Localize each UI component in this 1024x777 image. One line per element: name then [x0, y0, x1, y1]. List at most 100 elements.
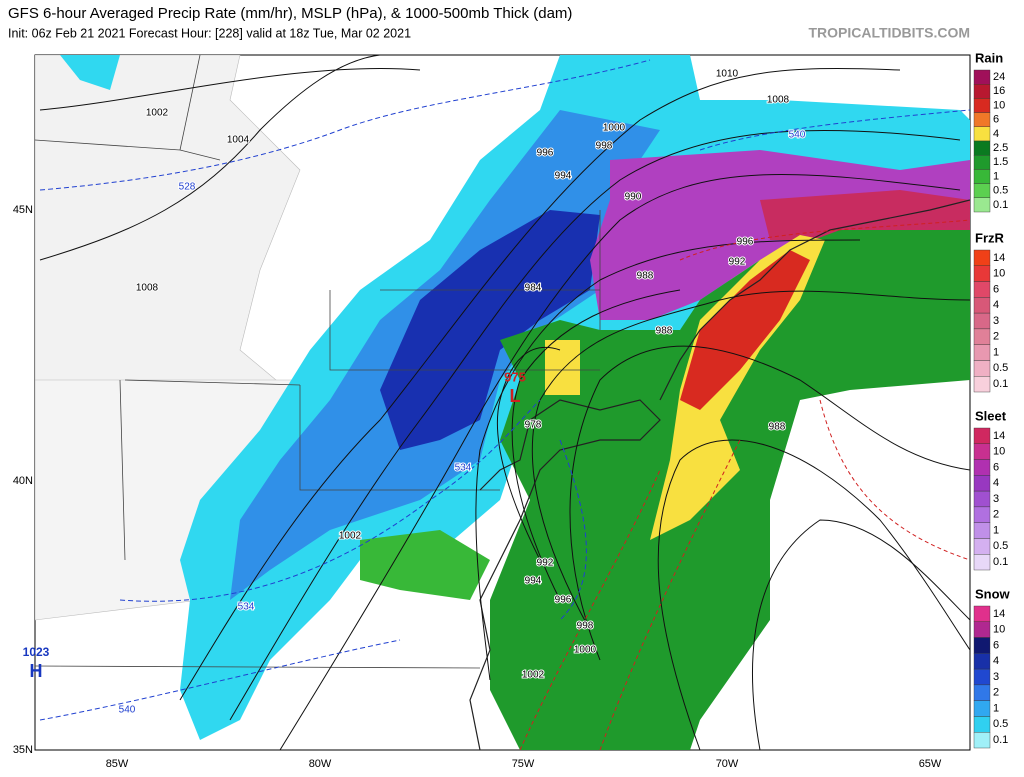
thickness-label: 534 — [455, 463, 472, 474]
legend-label: 6 — [993, 283, 999, 295]
high-pressure-value: 1023 — [23, 645, 50, 659]
isobar-label: 1000 — [603, 123, 626, 134]
isobar-label: 988 — [656, 326, 673, 337]
legend-label: 4 — [993, 299, 999, 311]
legend-label: 0.1 — [993, 199, 1008, 211]
precip-rain — [360, 530, 490, 600]
legend-swatch — [973, 183, 991, 199]
legend-swatch — [973, 637, 991, 654]
legend-swatch — [973, 98, 991, 113]
legend-label: 4 — [993, 655, 999, 667]
isobar-label: 998 — [596, 141, 613, 152]
legend-swatch — [973, 621, 991, 638]
legend-label: 1.5 — [993, 156, 1008, 168]
lon-label: 65W — [919, 758, 942, 770]
freezing-lines — [519, 219, 970, 750]
legend-label: 14 — [993, 608, 1005, 620]
legend-label: 1 — [993, 346, 999, 358]
low-pressure-value: 975 — [504, 369, 526, 384]
legend-label: 3 — [993, 671, 999, 683]
legend-swatch — [973, 69, 991, 85]
legend-swatch — [973, 197, 991, 213]
legend-label: 16 — [993, 85, 1005, 97]
legend-title: Snow — [975, 586, 1011, 601]
legend-swatch — [973, 427, 991, 444]
legend-label: 0.5 — [993, 362, 1008, 374]
legend-label: 1 — [993, 702, 999, 714]
isobar-label: 990 — [625, 192, 642, 203]
map-layers — [35, 55, 970, 750]
legend-swatch — [973, 700, 991, 717]
legend-swatch — [973, 506, 991, 523]
legend-label: 2.5 — [993, 142, 1008, 154]
lon-label: 80W — [309, 758, 332, 770]
thickness-label: 528 — [179, 182, 196, 193]
isobar-label: 992 — [537, 558, 554, 569]
legend-swatch — [973, 112, 991, 127]
thickness-lines — [39, 59, 970, 721]
isobar-label: 1002 — [522, 670, 545, 681]
isobar-label: 988 — [769, 422, 786, 433]
legend-title: Rain — [975, 50, 1003, 65]
legend-label: 0.5 — [993, 185, 1008, 197]
legend-title: FrzR — [975, 230, 1005, 245]
isobar-label: 1002 — [146, 108, 169, 119]
low-symbol: L — [510, 386, 521, 406]
legend-label: 10 — [993, 99, 1005, 111]
subtitle: Init: 06z Feb 21 2021 Forecast Hour: [22… — [8, 26, 411, 40]
legend-swatch — [973, 360, 991, 377]
legend-swatch — [973, 297, 991, 314]
legend-label: 14 — [993, 252, 1005, 264]
legend-label: 0.5 — [993, 718, 1008, 730]
legend-swatch — [973, 554, 991, 571]
legend-title: Sleet — [975, 408, 1007, 423]
legend-label: 2 — [993, 331, 999, 343]
isobar-label: 996 — [737, 237, 754, 248]
legend-swatch — [973, 126, 991, 142]
isobar-label: 1002 — [339, 531, 362, 542]
lon-label: 75W — [512, 758, 535, 770]
isobar-label: 996 — [555, 595, 572, 606]
legend-label: 2 — [993, 687, 999, 699]
legend-label: 0.1 — [993, 378, 1008, 390]
thickness-label: 534 — [238, 602, 255, 613]
legend-swatch — [973, 312, 991, 330]
legend-label: 10 — [993, 268, 1005, 280]
site-credit: TROPICALTIDBITS.COM — [808, 25, 970, 41]
legend-label: 3 — [993, 493, 999, 505]
coastline — [659, 199, 970, 401]
legend-swatch — [973, 249, 991, 266]
legend-swatch — [973, 344, 991, 361]
legend-swatch — [973, 490, 991, 508]
legend-label: 1 — [993, 170, 999, 182]
isobar-label: 984 — [525, 283, 542, 294]
isobar-label: 1004 — [227, 135, 250, 146]
isobar-label: 988 — [637, 271, 654, 282]
legend-label: 3 — [993, 315, 999, 327]
isobar-label: 998 — [577, 621, 594, 632]
legend-swatch — [973, 376, 991, 393]
precip-rain — [545, 340, 580, 395]
precip-rain — [490, 230, 970, 750]
legend-swatch — [973, 522, 991, 539]
legend-swatch — [973, 668, 991, 686]
legend-label: 10 — [993, 446, 1005, 458]
legend-swatch — [973, 443, 991, 460]
precip-rain — [760, 190, 970, 240]
legend-label: 6 — [993, 114, 999, 126]
legend-label: 2 — [993, 509, 999, 521]
lat-label: 45N — [13, 204, 33, 216]
isobar-label: 994 — [525, 576, 542, 587]
isobar-label: 994 — [555, 171, 572, 182]
isobar-label: 996 — [537, 148, 554, 159]
precip-snow — [380, 210, 600, 450]
legend-swatch — [973, 653, 991, 670]
legend-swatch — [973, 281, 991, 298]
precip-snow — [60, 55, 120, 90]
legend-swatch — [973, 265, 991, 282]
legend-label: 6 — [993, 639, 999, 651]
isobar-label: 1008 — [767, 95, 790, 106]
legend-label: 24 — [993, 71, 1005, 83]
lon-label: 85W — [106, 758, 129, 770]
